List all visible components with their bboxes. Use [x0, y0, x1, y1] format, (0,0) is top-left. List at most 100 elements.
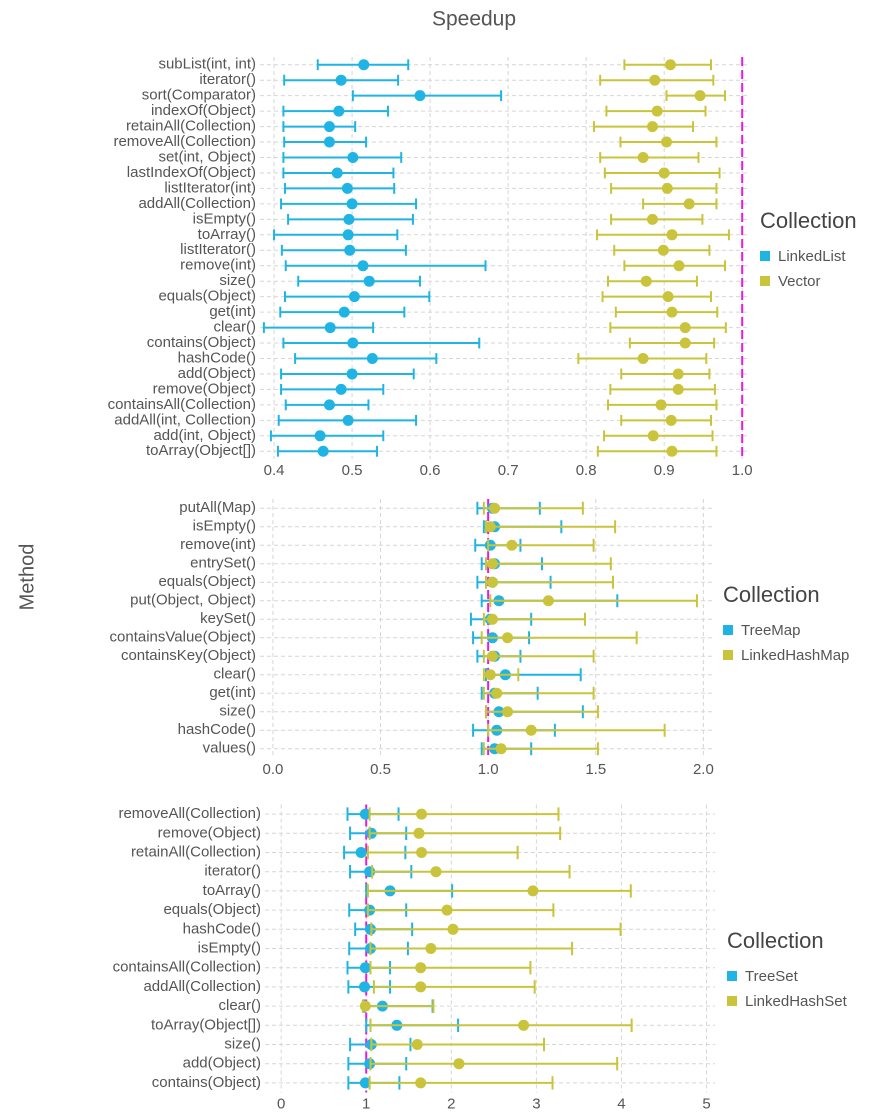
y-axis-label: Method: [16, 544, 38, 611]
category-label: equals(Object): [163, 901, 261, 918]
category-label: put(Object, Object): [130, 592, 256, 609]
x-tick-label: 0: [277, 1095, 285, 1112]
point: [666, 445, 678, 457]
point: [415, 1077, 427, 1089]
category-label: equals(Object): [158, 288, 256, 305]
category-label: clear(): [213, 319, 256, 336]
point: [542, 595, 554, 607]
category-label: isEmpty(): [193, 210, 256, 227]
point: [495, 743, 507, 755]
category-label: remove(Object): [158, 824, 261, 841]
x-tick-label: 1.5: [585, 761, 606, 778]
point: [355, 847, 367, 858]
legend-label: LinkedHashSet: [745, 993, 848, 1010]
legend-title: Collection: [760, 208, 857, 233]
point: [666, 306, 678, 318]
category-label: retainAll(Collection): [131, 843, 261, 860]
legend-swatch: [723, 625, 733, 635]
category-label: sort(Comparator): [142, 87, 256, 104]
category-label: containsAll(Collection): [108, 396, 256, 413]
category-label: values(): [203, 740, 256, 757]
point: [425, 943, 437, 954]
x-tick-label: 0.4: [264, 462, 285, 479]
category-label: toArray(Object[]): [146, 442, 256, 459]
category-label: retainAll(Collection): [126, 118, 256, 135]
category-label: indexOf(Object): [151, 102, 256, 119]
point: [502, 632, 514, 644]
legend-swatch: [727, 996, 737, 1006]
x-tick-label: 1: [362, 1095, 370, 1112]
point: [502, 706, 514, 718]
point: [453, 1058, 465, 1070]
point: [657, 244, 669, 256]
point: [314, 430, 326, 442]
category-label: entrySet(): [190, 555, 256, 572]
point: [646, 213, 658, 225]
category-label: add(Object): [183, 1055, 261, 1072]
point: [525, 724, 537, 736]
point: [441, 904, 453, 916]
x-tick-label: 2: [447, 1095, 455, 1112]
category-label: containsAll(Collection): [113, 959, 261, 976]
legend-title: Collection: [727, 928, 824, 953]
point: [640, 275, 652, 287]
point: [415, 962, 427, 974]
x-tick-label: 3: [532, 1095, 540, 1112]
x-tick-label: 5: [702, 1095, 710, 1112]
point: [651, 105, 663, 117]
legend-swatch: [760, 251, 770, 261]
point: [416, 808, 428, 820]
point: [357, 260, 369, 272]
point: [342, 229, 354, 241]
x-tick-label: 0.5: [342, 462, 363, 479]
point: [647, 430, 659, 442]
point: [415, 981, 427, 993]
point: [359, 981, 371, 993]
point: [363, 275, 375, 287]
point: [665, 414, 677, 426]
point: [359, 808, 371, 820]
category-label: remove(int): [180, 257, 256, 274]
x-tick-label: 0.8: [576, 462, 597, 479]
point: [506, 539, 518, 551]
point: [694, 90, 706, 102]
category-label: hashCode(): [178, 721, 256, 738]
category-label: removeAll(Collection): [113, 133, 256, 150]
point: [333, 105, 345, 117]
point: [518, 1019, 530, 1031]
x-tick-label: 0.5: [370, 761, 391, 778]
point: [416, 847, 428, 858]
point: [359, 1077, 371, 1089]
point: [658, 167, 670, 179]
point: [335, 383, 347, 395]
point: [341, 182, 353, 194]
point: [486, 576, 498, 588]
point: [661, 182, 673, 194]
point: [662, 291, 674, 303]
point: [324, 322, 336, 334]
point: [664, 59, 676, 71]
point: [335, 74, 347, 86]
legend-label: LinkedHashMap: [741, 647, 849, 664]
x-tick-label: 1.0: [732, 462, 753, 479]
point: [637, 152, 649, 163]
category-label: iterator(): [204, 863, 261, 880]
point: [347, 337, 359, 349]
point: [348, 291, 360, 303]
category-label: lastIndexOf(Object): [127, 164, 256, 181]
point: [489, 502, 501, 514]
point: [346, 198, 358, 210]
point: [317, 445, 329, 457]
point: [683, 198, 695, 210]
point: [679, 337, 691, 349]
category-label: hashCode(): [178, 349, 256, 366]
legend-swatch: [727, 971, 737, 981]
category-label: get(int): [209, 303, 256, 320]
legend-swatch: [723, 650, 733, 660]
point: [323, 136, 335, 148]
legend-label: LinkedList: [778, 248, 846, 265]
category-label: iterator(): [199, 71, 256, 88]
legend-label: TreeMap: [741, 622, 800, 639]
